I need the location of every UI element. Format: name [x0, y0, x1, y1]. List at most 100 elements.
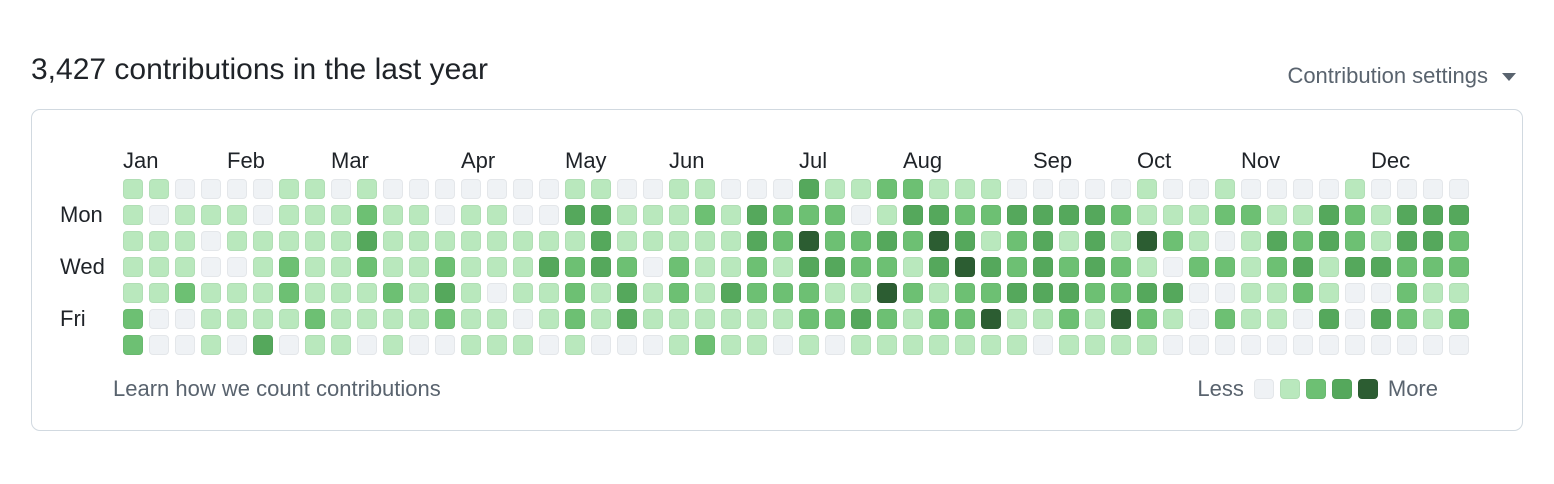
contribution-day-cell[interactable]	[591, 205, 611, 225]
contribution-day-cell[interactable]	[201, 283, 221, 303]
contribution-day-cell[interactable]	[565, 179, 585, 199]
contribution-day-cell[interactable]	[279, 205, 299, 225]
contribution-day-cell[interactable]	[981, 231, 1001, 251]
contribution-day-cell[interactable]	[331, 205, 351, 225]
contribution-day-cell[interactable]	[175, 283, 195, 303]
contribution-day-cell[interactable]	[955, 309, 975, 329]
contribution-day-cell[interactable]	[331, 335, 351, 355]
contribution-day-cell[interactable]	[487, 231, 507, 251]
contribution-day-cell[interactable]	[1449, 309, 1469, 329]
contribution-day-cell[interactable]	[383, 283, 403, 303]
contribution-day-cell[interactable]	[565, 335, 585, 355]
contribution-day-cell[interactable]	[643, 283, 663, 303]
contribution-day-cell[interactable]	[1371, 283, 1391, 303]
contribution-day-cell[interactable]	[877, 283, 897, 303]
contribution-day-cell[interactable]	[435, 283, 455, 303]
contribution-day-cell[interactable]	[773, 179, 793, 199]
contribution-day-cell[interactable]	[1163, 257, 1183, 277]
contribution-day-cell[interactable]	[1371, 335, 1391, 355]
contribution-day-cell[interactable]	[903, 309, 923, 329]
contribution-day-cell[interactable]	[903, 231, 923, 251]
contribution-day-cell[interactable]	[1345, 283, 1365, 303]
contribution-day-cell[interactable]	[669, 283, 689, 303]
contribution-day-cell[interactable]	[227, 179, 247, 199]
contribution-day-cell[interactable]	[747, 179, 767, 199]
contribution-day-cell[interactable]	[1241, 309, 1261, 329]
contribution-day-cell[interactable]	[1345, 231, 1365, 251]
contribution-day-cell[interactable]	[383, 257, 403, 277]
contribution-day-cell[interactable]	[1111, 335, 1131, 355]
contribution-day-cell[interactable]	[1241, 179, 1261, 199]
contribution-day-cell[interactable]	[435, 257, 455, 277]
contribution-day-cell[interactable]	[981, 283, 1001, 303]
contribution-day-cell[interactable]	[747, 257, 767, 277]
contribution-day-cell[interactable]	[461, 335, 481, 355]
contribution-day-cell[interactable]	[1059, 335, 1079, 355]
contribution-day-cell[interactable]	[461, 283, 481, 303]
contribution-day-cell[interactable]	[1007, 205, 1027, 225]
contribution-day-cell[interactable]	[1241, 231, 1261, 251]
contribution-day-cell[interactable]	[1319, 257, 1339, 277]
contribution-day-cell[interactable]	[1111, 309, 1131, 329]
contribution-day-cell[interactable]	[1163, 231, 1183, 251]
contribution-day-cell[interactable]	[1215, 335, 1235, 355]
contribution-day-cell[interactable]	[539, 179, 559, 199]
contribution-day-cell[interactable]	[1241, 335, 1261, 355]
contribution-day-cell[interactable]	[175, 231, 195, 251]
contribution-day-cell[interactable]	[461, 205, 481, 225]
contribution-day-cell[interactable]	[149, 231, 169, 251]
contribution-day-cell[interactable]	[1085, 335, 1105, 355]
contribution-day-cell[interactable]	[331, 231, 351, 251]
contribution-day-cell[interactable]	[617, 179, 637, 199]
contribution-day-cell[interactable]	[1449, 231, 1469, 251]
contribution-day-cell[interactable]	[721, 179, 741, 199]
contribution-day-cell[interactable]	[981, 309, 1001, 329]
contribution-day-cell[interactable]	[1397, 179, 1417, 199]
contribution-day-cell[interactable]	[1449, 335, 1469, 355]
contribution-day-cell[interactable]	[1007, 231, 1027, 251]
contribution-day-cell[interactable]	[1215, 309, 1235, 329]
contribution-day-cell[interactable]	[487, 257, 507, 277]
contribution-day-cell[interactable]	[1137, 179, 1157, 199]
contribution-day-cell[interactable]	[1423, 205, 1443, 225]
contribution-day-cell[interactable]	[1371, 205, 1391, 225]
contribution-day-cell[interactable]	[279, 283, 299, 303]
contribution-day-cell[interactable]	[1007, 283, 1027, 303]
contribution-day-cell[interactable]	[539, 231, 559, 251]
contribution-day-cell[interactable]	[981, 335, 1001, 355]
contribution-day-cell[interactable]	[1293, 257, 1313, 277]
contribution-day-cell[interactable]	[799, 179, 819, 199]
contribution-day-cell[interactable]	[721, 335, 741, 355]
contribution-day-cell[interactable]	[357, 335, 377, 355]
contribution-day-cell[interactable]	[695, 257, 715, 277]
contribution-day-cell[interactable]	[305, 179, 325, 199]
contribution-day-cell[interactable]	[799, 231, 819, 251]
contribution-day-cell[interactable]	[1085, 179, 1105, 199]
contribution-day-cell[interactable]	[1085, 283, 1105, 303]
contribution-day-cell[interactable]	[1293, 283, 1313, 303]
contribution-day-cell[interactable]	[305, 283, 325, 303]
contribution-day-cell[interactable]	[877, 231, 897, 251]
contribution-day-cell[interactable]	[851, 335, 871, 355]
contribution-day-cell[interactable]	[851, 179, 871, 199]
contribution-day-cell[interactable]	[149, 179, 169, 199]
contribution-day-cell[interactable]	[1267, 283, 1287, 303]
contribution-day-cell[interactable]	[513, 231, 533, 251]
contribution-day-cell[interactable]	[851, 257, 871, 277]
contribution-day-cell[interactable]	[1241, 205, 1261, 225]
contribution-day-cell[interactable]	[1345, 205, 1365, 225]
contribution-day-cell[interactable]	[383, 335, 403, 355]
contribution-day-cell[interactable]	[799, 205, 819, 225]
contribution-day-cell[interactable]	[955, 231, 975, 251]
contribution-day-cell[interactable]	[409, 309, 429, 329]
contribution-day-cell[interactable]	[1111, 283, 1131, 303]
contribution-day-cell[interactable]	[461, 179, 481, 199]
contribution-day-cell[interactable]	[565, 205, 585, 225]
contribution-day-cell[interactable]	[1163, 309, 1183, 329]
contribution-day-cell[interactable]	[331, 309, 351, 329]
contribution-day-cell[interactable]	[253, 309, 273, 329]
contribution-day-cell[interactable]	[1449, 205, 1469, 225]
contribution-day-cell[interactable]	[1059, 205, 1079, 225]
contribution-day-cell[interactable]	[305, 335, 325, 355]
contribution-day-cell[interactable]	[435, 205, 455, 225]
